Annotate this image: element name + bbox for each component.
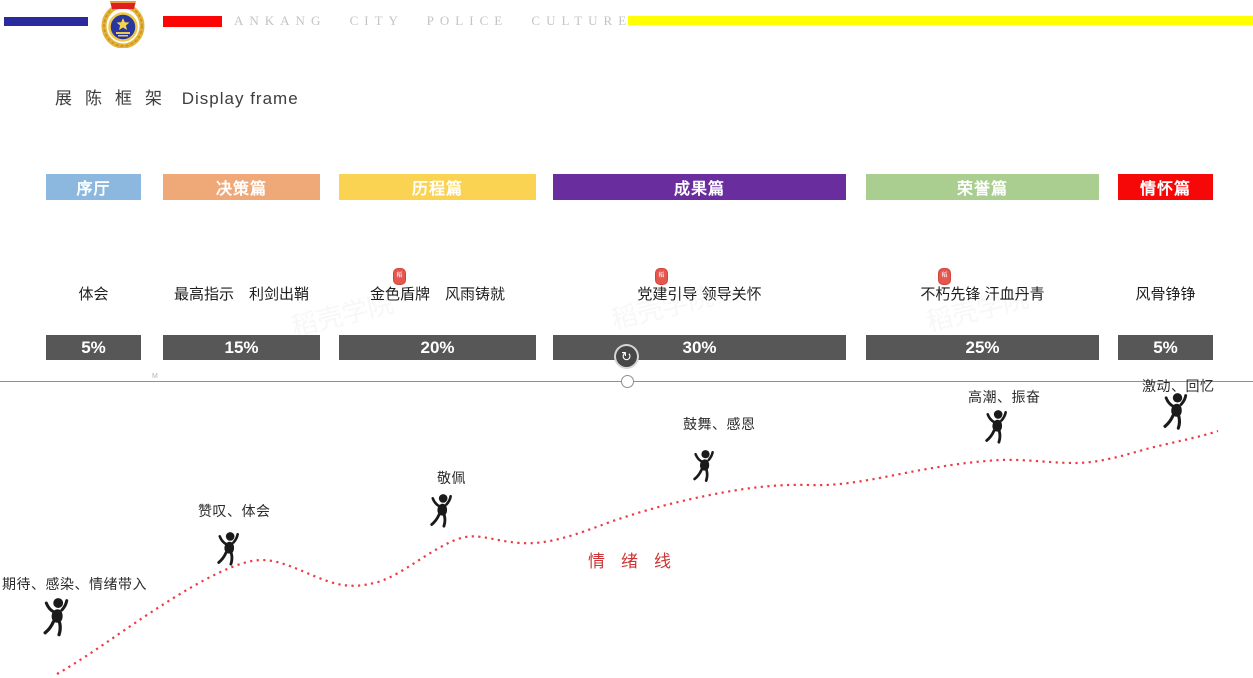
section-desc-honor: 不朽先锋 汗血丹青 (866, 247, 1099, 342)
desc-line: 金色盾牌 风雨铸就 (369, 286, 505, 303)
selection-handle[interactable] (621, 375, 634, 388)
seal-icon: 稻 (938, 268, 951, 285)
header-accent-red-bar (163, 16, 222, 27)
jumper-icon-2 (217, 530, 240, 566)
section-desc-course: 金色盾牌 风雨铸就 (339, 247, 536, 342)
section-header-prologue: 序厅 (46, 174, 141, 200)
milestone-label-1: 期待、感染、情绪带入 (2, 576, 147, 592)
header-accent-yellow-bar (628, 16, 1253, 25)
milestone-label-5: 高潮、振奋 (968, 389, 1041, 405)
milestone-label-6: 激动、回忆 (1142, 378, 1215, 394)
page-title-zh: 展陈框架 (55, 89, 175, 108)
header-accent-blue-bar (4, 17, 88, 26)
seal-icon: 稻 (655, 268, 668, 285)
percent-bar-decision: 15% (163, 335, 320, 360)
desc-line: 最高指示 利剑出鞘 (173, 286, 309, 303)
brand-text: ANKANG CITY POLICE CULTURE BASE (234, 13, 713, 28)
section-desc-decision: 最高指示 利剑出鞘 (163, 247, 320, 342)
percent-bar-achievement: 30% (553, 335, 846, 360)
milestone-label-3: 敬佩 (437, 470, 466, 486)
section-header-decision: 决策篇 (163, 174, 320, 200)
desc-line: 党建引导 领导关怀 (637, 286, 762, 303)
desc-line: 风骨铮铮 (1135, 286, 1196, 303)
emotion-line-label: 情绪线 (588, 552, 687, 571)
milestone-label-2: 赞叹、体会 (198, 503, 271, 519)
page-title: 展陈框架 Display frame (55, 84, 299, 109)
jumper-icon-4 (693, 448, 714, 482)
page-title-en: Display frame (181, 89, 299, 108)
section-header-achievement: 成果篇 (553, 174, 846, 200)
percent-bar-honor: 25% (866, 335, 1099, 360)
jumper-icon-5 (985, 408, 1008, 444)
percent-bar-course: 20% (339, 335, 536, 360)
section-header-course: 历程篇 (339, 174, 536, 200)
jumper-icon-1 (43, 596, 69, 637)
section-header-sentiment: 情怀篇 (1118, 174, 1213, 200)
section-desc-prologue: 体会 公安意志 (46, 247, 141, 399)
police-badge-icon (98, 0, 148, 49)
seal-icon: 稻 (393, 268, 406, 285)
render-artifact: M (152, 373, 158, 380)
percent-bar-prologue: 5% (46, 335, 141, 360)
percent-bar-sentiment: 5% (1118, 335, 1213, 360)
desc-line: 不朽先锋 汗血丹青 (920, 286, 1045, 303)
rotate-handle-icon[interactable]: ↻ (616, 346, 637, 367)
section-desc-achievement: 党建引导 领导关怀 (553, 247, 846, 342)
desc-line: 体会 (78, 286, 109, 303)
section-header-honor: 荣誉篇 (866, 174, 1099, 200)
milestone-label-4: 鼓舞、感恩 (683, 416, 756, 432)
jumper-icon-3 (430, 492, 453, 528)
